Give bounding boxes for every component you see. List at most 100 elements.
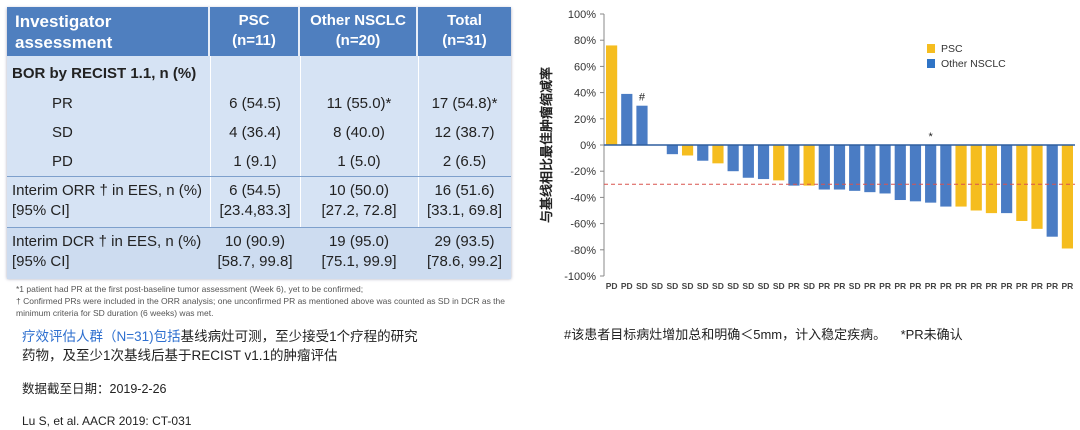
x-tick-label: PR xyxy=(955,281,967,291)
x-tick-label: SD xyxy=(697,281,709,291)
bar-10 xyxy=(742,145,754,178)
footnote: † Confirmed PRs were included in the ORR… xyxy=(16,296,505,318)
bar-26 xyxy=(985,145,998,214)
bar-12 xyxy=(773,145,785,181)
bar-8 xyxy=(712,145,724,164)
citation: Lu S, et al. AACR 2019: CT-031 xyxy=(22,414,192,428)
bar-15 xyxy=(818,145,830,190)
bor-label-cell: SD xyxy=(52,124,73,141)
bor-other-cell: 1 (5.0) xyxy=(337,153,381,170)
bar-9 xyxy=(727,145,739,172)
results-table: Investigator assessment PSC (n=11) Other N… xyxy=(7,7,511,279)
bar-5 xyxy=(666,145,678,155)
bar-25 xyxy=(970,145,982,211)
legend-label: PSC xyxy=(941,43,963,55)
orr-other-ci: [27.2, 72.8] xyxy=(321,202,397,219)
bar-21 xyxy=(909,145,922,202)
bar-22 xyxy=(925,145,937,203)
x-tick-label: PR xyxy=(894,281,906,291)
x-tick-label: SD xyxy=(773,281,785,291)
header-other: Other NSCLC (n=20) xyxy=(300,7,418,56)
bor-label-cell: PD xyxy=(52,153,73,170)
dcr-psc: 10 (90.9) xyxy=(224,233,286,250)
header-assessment: Investigator assessment xyxy=(7,7,210,56)
footnote: *1 patient had PR at the first post-base… xyxy=(16,284,364,294)
x-tick-label: PR xyxy=(879,281,891,291)
header-line: (n=31) xyxy=(442,32,487,49)
bor-psc-cell: 1 (9.1) xyxy=(233,153,277,170)
bor-total-cell: 12 (38.7) xyxy=(434,124,495,141)
orr-psc-ci: [23.4,83.3] xyxy=(219,202,291,219)
bar-31 xyxy=(1061,145,1073,249)
y-tick-label: -60% xyxy=(570,219,596,231)
bar-11 xyxy=(757,145,770,180)
header-line: (n=11) xyxy=(232,32,276,49)
bor-label-cell: PR xyxy=(52,95,73,112)
ci-label: [95% CI] xyxy=(12,253,70,270)
y-tick-label: -20% xyxy=(570,166,596,178)
x-tick-label: SD xyxy=(849,281,861,291)
bar-19 xyxy=(879,145,891,194)
dcr-psc-ci: [58.7, 99.8] xyxy=(217,253,293,270)
y-tick-label: 80% xyxy=(574,35,596,47)
y-axis-label: 与基线相比最佳肿瘤缩减率 xyxy=(539,67,554,223)
population-note: 疗效评估人群（N=31)包括基线病灶可测，至少接受1个疗程的研究 药物，及至少1… xyxy=(22,327,418,365)
dcr-other-ci: [75.1, 99.9] xyxy=(321,253,397,270)
bar-27 xyxy=(1001,145,1013,214)
x-tick-label: PR xyxy=(940,281,952,291)
bor-total-cell: 17 (54.8)* xyxy=(431,95,498,112)
x-tick-label: PR xyxy=(986,281,998,291)
table-footnotes: *1 patient had PR at the first post-base… xyxy=(16,283,536,319)
bar-14 xyxy=(803,145,815,186)
x-tick-label: PD xyxy=(621,281,633,291)
section-title: BOR by RECIST 1.1, n (%) xyxy=(12,65,197,82)
dcr-other: 19 (95.0) xyxy=(328,233,390,250)
x-tick-label: PR xyxy=(864,281,876,291)
bor-psc-cell: 4 (36.4) xyxy=(229,124,281,141)
bar-17 xyxy=(849,145,861,191)
dcr-total: 29 (93.5) xyxy=(434,233,495,250)
x-tick-label: PR xyxy=(910,281,922,291)
legend-label: Other NSCLC xyxy=(941,58,1006,70)
dcr-label: Interim DCR † in EES, n (%) xyxy=(12,233,202,250)
x-tick-label: PR xyxy=(788,281,800,291)
dcr-row: Interim DCR † in EES, n (%) [95% CI] 10 (… xyxy=(7,227,511,279)
header-total: Total (n=31) xyxy=(418,7,511,56)
bar-18 xyxy=(864,145,876,193)
bor-total-cell: 2 (6.5) xyxy=(442,153,487,170)
x-tick-label: PR xyxy=(1001,281,1013,291)
bar-1 xyxy=(606,45,618,145)
x-tick-label: SD xyxy=(666,281,678,291)
x-tick-label: SD xyxy=(712,281,724,291)
legend-swatch-0 xyxy=(927,44,935,53)
orr-psc: 6 (54.5) xyxy=(229,182,281,199)
y-tick-label: 20% xyxy=(574,114,596,126)
x-tick-label: SD xyxy=(742,281,754,291)
bar-29 xyxy=(1031,145,1043,229)
bar-28 xyxy=(1016,145,1028,221)
header-line: PSC xyxy=(238,12,270,29)
y-tick-label: 100% xyxy=(568,9,596,21)
x-tick-label: SD xyxy=(803,281,815,291)
annotation-hash: # xyxy=(639,92,646,104)
bar-23 xyxy=(940,145,952,207)
orr-label: Interim ORR † in EES, n (%) xyxy=(12,182,203,199)
y-tick-label: 0% xyxy=(580,140,596,152)
x-tick-label: PR xyxy=(818,281,830,291)
header-psc: PSC (n=11) xyxy=(210,7,300,56)
bar-16 xyxy=(833,145,846,190)
x-tick-label: SD xyxy=(727,281,739,291)
header-line: Total xyxy=(447,12,482,29)
bar-6 xyxy=(681,145,694,156)
x-tick-label: PR xyxy=(925,281,937,291)
header-line: Investigator xyxy=(15,12,112,31)
y-tick-label: 60% xyxy=(574,61,596,73)
bar-7 xyxy=(697,145,709,161)
orr-other: 10 (50.0) xyxy=(328,182,390,199)
x-tick-label: PR xyxy=(970,281,982,291)
bor-psc-cell: 6 (54.5) xyxy=(229,95,281,112)
bar-2 xyxy=(621,93,633,145)
orr-row: Interim ORR † in EES, n (%) [95% CI] 6 (5… xyxy=(7,176,511,228)
header-line: (n=20) xyxy=(335,32,381,49)
